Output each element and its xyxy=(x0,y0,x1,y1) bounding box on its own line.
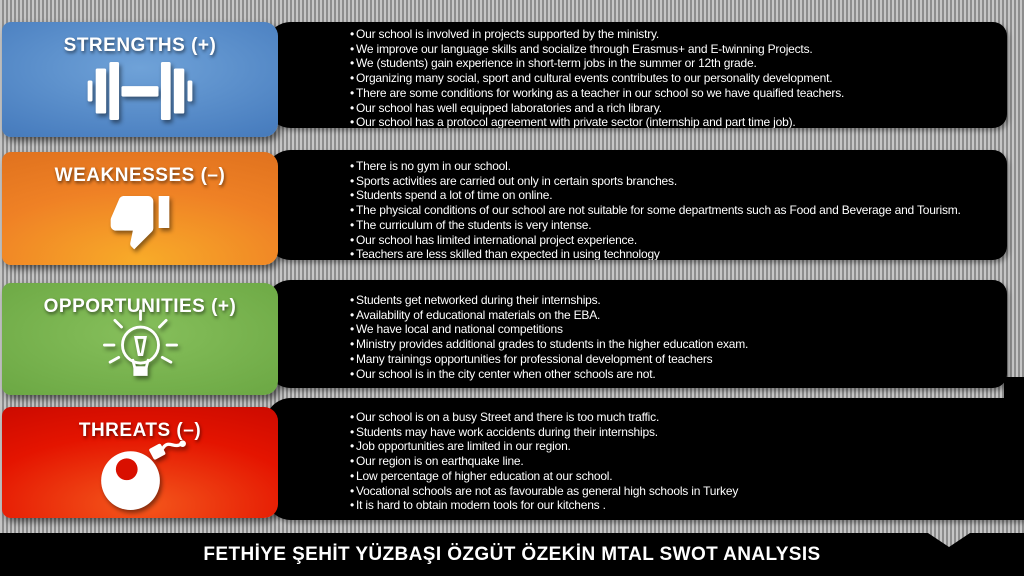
threats-label: THREATS (–) xyxy=(78,420,202,441)
threats-bullet-list: Our school is on a busy Street and there… xyxy=(350,410,1016,513)
thumbs-down-icon xyxy=(2,188,278,252)
bullet-item: Students get networked during their inte… xyxy=(350,293,999,308)
bullet-item: Many trainings opportunities for profess… xyxy=(350,352,999,367)
bullet-item: Our school is involved in projects suppo… xyxy=(350,27,999,42)
slide-title: FETHİYE ŞEHİT YÜZBAŞI ÖZGÜT ÖZEKİN MTAL … xyxy=(203,544,821,565)
bullet-item: Our school is in the city center when ot… xyxy=(350,367,999,382)
bullet-item: Our school has limited international pro… xyxy=(350,233,999,248)
bullet-item: Teachers are less skilled than expected … xyxy=(350,247,999,260)
bullet-item: We improve our language skills and socia… xyxy=(350,42,999,57)
bullet-item: Sports activities are carried out only i… xyxy=(350,174,999,189)
bullet-item: Our region is on earthquake line. xyxy=(350,454,1016,469)
dumbbell-icon xyxy=(2,62,278,120)
strengths-label: STRENGTHS (+) xyxy=(63,35,217,56)
footer-banner: FETHİYE ŞEHİT YÜZBAŞI ÖZGÜT ÖZEKİN MTAL … xyxy=(0,533,1024,576)
bullet-item: We (students) gain experience in short-t… xyxy=(350,56,999,71)
bullet-item: Job opportunities are limited in our reg… xyxy=(350,439,1016,454)
bullet-item: Vocational schools are not as favourable… xyxy=(350,484,1016,499)
bullet-item: Our school has a protocol agreement with… xyxy=(350,115,999,128)
opportunities-box: OPPORTUNITIES (+) xyxy=(2,283,278,395)
bullet-item: Our school has well equipped laboratorie… xyxy=(350,101,999,116)
bullet-item: The curriculum of the students is very i… xyxy=(350,218,999,233)
bullet-item: Our school is on a busy Street and there… xyxy=(350,410,1016,425)
background-black-tab xyxy=(1004,377,1024,401)
bullet-item: It is hard to obtain modern tools for ou… xyxy=(350,498,1016,513)
threats-panel: Our school is on a busy Street and there… xyxy=(265,398,1024,520)
strengths-panel: Our school is involved in projects suppo… xyxy=(265,22,1007,128)
bullet-item: Availability of educational materials on… xyxy=(350,308,999,323)
bullet-item: Students spend a lot of time on online. xyxy=(350,188,999,203)
weaknesses-label: WEAKNESSES (–) xyxy=(54,165,226,186)
light-bulb-icon xyxy=(2,309,278,383)
bullet-item: There are some conditions for working as… xyxy=(350,86,999,101)
bullet-item: Organizing many social, sport and cultur… xyxy=(350,71,999,86)
strengths-box: STRENGTHS (+) xyxy=(2,22,278,137)
weaknesses-bullet-list: There is no gym in our school.Sports act… xyxy=(350,159,999,260)
bullet-item: Students may have work accidents during … xyxy=(350,425,1016,440)
opportunities-label: OPPORTUNITIES (+) xyxy=(43,296,237,317)
threats-box: THREATS (–) xyxy=(2,407,278,518)
bullet-item: The physical conditions of our school ar… xyxy=(350,203,999,218)
bullet-item: Low percentage of higher education at ou… xyxy=(350,469,1016,484)
bomb-icon xyxy=(2,438,278,510)
strengths-bullet-list: Our school is involved in projects suppo… xyxy=(350,27,999,128)
bullet-item: Ministry provides additional grades to s… xyxy=(350,337,999,352)
opportunities-panel: Students get networked during their inte… xyxy=(265,280,1007,388)
opportunities-bullet-list: Students get networked during their inte… xyxy=(350,293,999,381)
weaknesses-box: WEAKNESSES (–) xyxy=(2,152,278,265)
bullet-item: We have local and national competitions xyxy=(350,322,999,337)
bullet-item: There is no gym in our school. xyxy=(350,159,999,174)
weaknesses-panel: There is no gym in our school.Sports act… xyxy=(265,150,1007,260)
